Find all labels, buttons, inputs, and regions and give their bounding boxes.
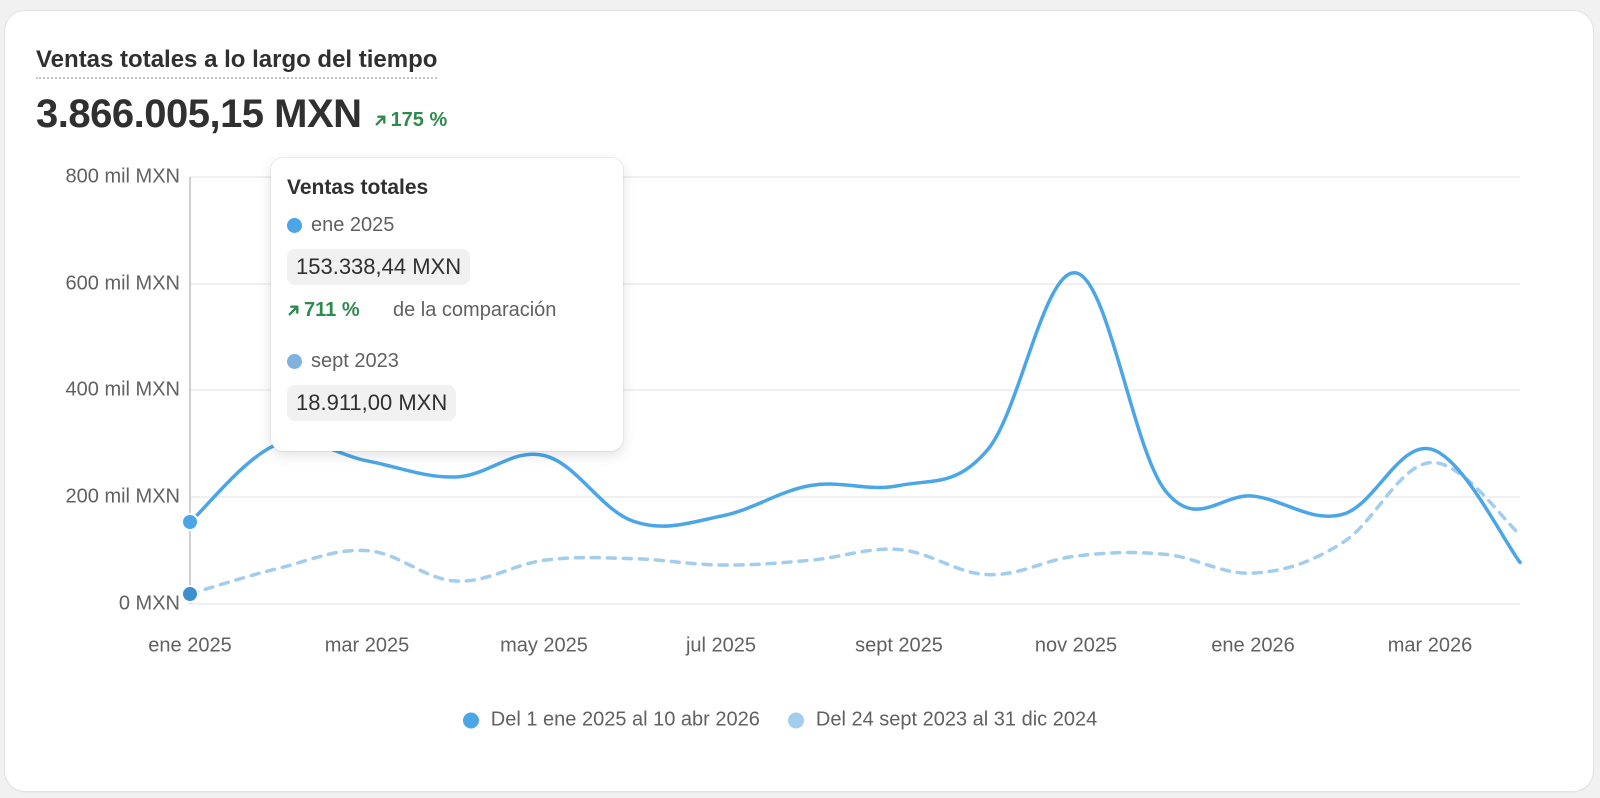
legend-item-current-period[interactable]: Del 1 ene 2025 al 10 abr 2026 xyxy=(462,708,760,732)
total-delta-badge: 175 % xyxy=(374,109,448,132)
total-delta-value: 175 % xyxy=(390,109,448,131)
legend-dot-icon xyxy=(787,712,804,728)
comparison-hover-point xyxy=(181,585,199,603)
sales-over-time-card xyxy=(5,11,1593,791)
tooltip-title: Ventas totales xyxy=(287,176,429,199)
legend-dot-icon xyxy=(462,712,479,728)
y-tick-label: 600 mil MXN xyxy=(65,272,180,295)
y-tick-label: 800 mil MXN xyxy=(65,165,180,188)
tooltip-change-value: 711 % xyxy=(304,299,360,321)
tooltip-change-pct: 711 % xyxy=(287,299,393,322)
legend-label: Del 24 sept 2023 al 31 dic 2024 xyxy=(815,708,1098,731)
x-tick-label: sept 2025 xyxy=(855,634,943,657)
card-title[interactable]: Ventas totales a lo largo del tiempo xyxy=(36,46,438,79)
total-summary: 3.866.005,15 MXN 175 % xyxy=(36,92,447,137)
tooltip-comparison-period: sept 2023 xyxy=(287,350,607,373)
tooltip-change: 711 % de la comparación xyxy=(287,299,607,322)
x-tick-label: may 2025 xyxy=(500,634,588,657)
arrow-up-right-icon xyxy=(287,304,300,317)
y-tick-label: 400 mil MXN xyxy=(65,378,180,401)
y-tick-label: 0 MXN xyxy=(118,592,180,615)
x-tick-label: nov 2025 xyxy=(1034,634,1118,657)
x-tick-label: ene 2026 xyxy=(1211,634,1295,657)
tooltip-primary-period-label: ene 2025 xyxy=(311,214,395,236)
chart-legend: Del 1 ene 2025 al 10 abr 2026 Del 24 sep… xyxy=(0,709,1580,732)
series-dot-icon xyxy=(287,354,302,369)
tooltip-change-label: de la comparación xyxy=(393,299,557,321)
legend-label: Del 1 ene 2025 al 10 abr 2026 xyxy=(490,708,760,731)
arrow-up-right-icon xyxy=(374,114,387,127)
x-tick-label: mar 2025 xyxy=(324,634,410,657)
current-series-line xyxy=(188,271,1522,565)
x-tick-label: mar 2026 xyxy=(1387,634,1473,657)
legend-item-comparison-period[interactable]: Del 24 sept 2023 al 31 dic 2024 xyxy=(787,708,1098,732)
chart-tooltip: Ventas totales ene 2025 153.338,44 MXN 7… xyxy=(271,158,623,451)
current-hover-point xyxy=(181,513,199,531)
tooltip-comparison-value: 18.911,00 MXN xyxy=(287,385,457,421)
comparison-series-line xyxy=(188,460,1522,596)
x-tick-label: jul 2025 xyxy=(685,634,757,657)
series-dot-icon xyxy=(287,218,302,233)
y-tick-label: 200 mil MXN xyxy=(65,485,180,508)
x-tick-label: ene 2025 xyxy=(148,634,232,657)
total-sales-value: 3.866.005,15 MXN xyxy=(36,92,362,136)
tooltip-primary-period: ene 2025 xyxy=(287,214,607,237)
tooltip-comparison-period-label: sept 2023 xyxy=(311,350,399,372)
tooltip-primary-value: 153.338,44 MXN xyxy=(287,249,471,285)
